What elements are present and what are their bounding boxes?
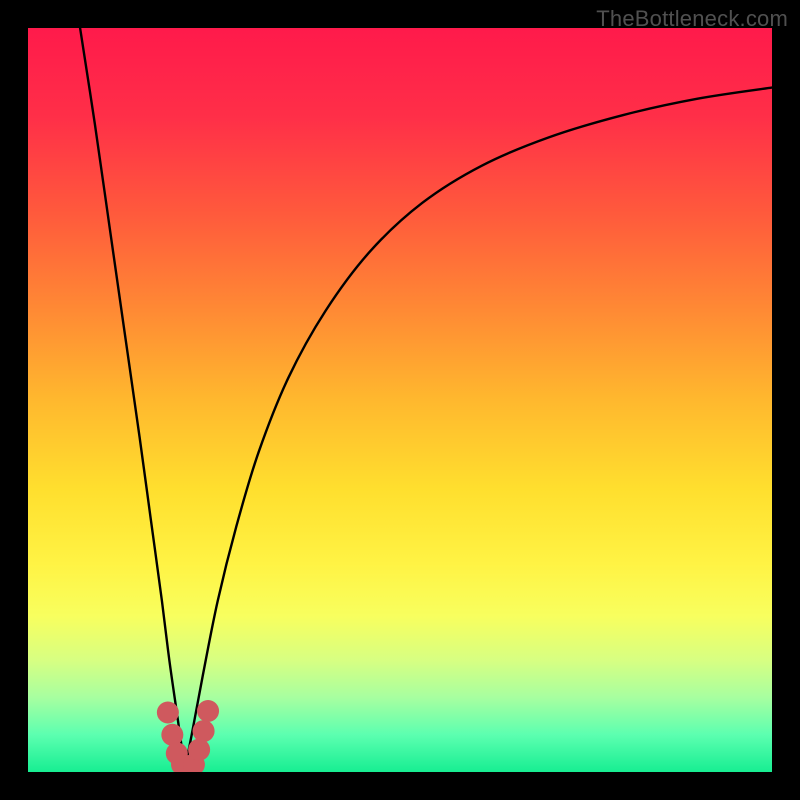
chart-container: TheBottleneck.com: [0, 0, 800, 800]
marker-dot: [157, 701, 179, 723]
gradient-background: [28, 28, 772, 772]
marker-dot: [188, 739, 210, 761]
marker-dot: [197, 700, 219, 722]
bottleneck-chart: [0, 0, 800, 800]
marker-dot: [161, 724, 183, 746]
marker-dot: [193, 720, 215, 742]
watermark-text: TheBottleneck.com: [596, 6, 788, 32]
